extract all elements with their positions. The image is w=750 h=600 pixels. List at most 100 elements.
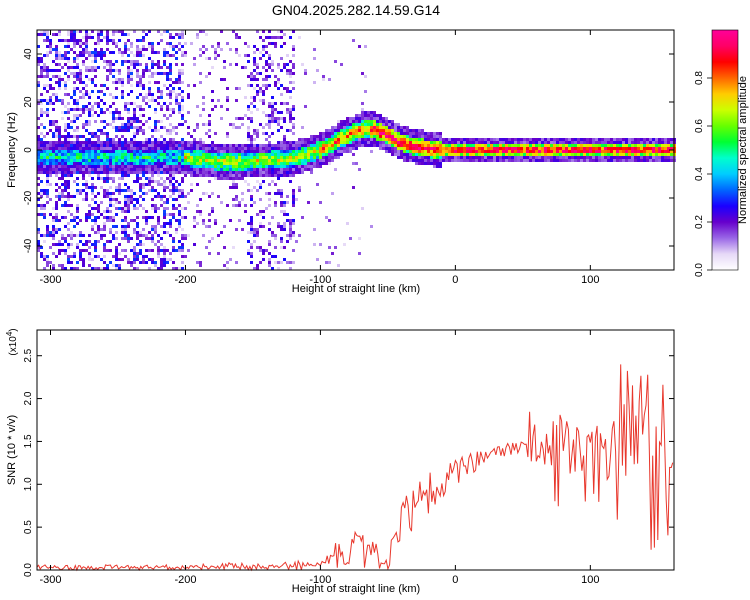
- spectrogram-cell: [202, 30, 205, 33]
- spectrogram-cell: [325, 141, 328, 144]
- spectrogram-cell: [115, 201, 118, 204]
- spectrogram-cell: [46, 54, 49, 57]
- spectrogram-cell: [559, 147, 562, 150]
- spectrogram-cell: [406, 147, 409, 150]
- spectrogram-cell: [37, 228, 40, 231]
- spectrogram-cell: [211, 66, 214, 69]
- spectrogram-cell: [226, 159, 229, 162]
- spectrogram-cell: [145, 162, 148, 165]
- spectrogram-cell: [550, 156, 553, 159]
- spectrogram-x-tick-label: 0: [452, 274, 458, 286]
- spectrogram-cell: [280, 45, 283, 48]
- spectrogram-cell: [181, 108, 184, 111]
- spectrogram-cell: [229, 63, 232, 66]
- spectrogram-cell: [94, 171, 97, 174]
- spectrogram-cell: [118, 177, 121, 180]
- spectrogram-cell: [118, 258, 121, 261]
- spectrogram-cell: [379, 147, 382, 150]
- spectrogram-cell: [76, 30, 79, 33]
- spectrogram-cell: [223, 264, 226, 267]
- spectrogram-cell: [283, 102, 286, 105]
- spectrogram-cell: [250, 147, 253, 150]
- spectrogram-cell: [79, 192, 82, 195]
- spectrogram-cell: [139, 177, 142, 180]
- spectrogram-cell: [283, 120, 286, 123]
- spectrogram-cell: [364, 123, 367, 126]
- spectrogram-cell: [163, 201, 166, 204]
- spectrogram-cell: [118, 189, 121, 192]
- spectrogram-cell: [289, 225, 292, 228]
- spectrogram-y-tick-label: 40: [23, 48, 34, 60]
- spectrogram-cell: [562, 153, 565, 156]
- spectrogram-cell: [265, 174, 268, 177]
- spectrogram-cell: [565, 144, 568, 147]
- spectrogram-cell: [181, 147, 184, 150]
- spectrogram-cell: [157, 195, 160, 198]
- spectrogram-cell: [253, 162, 256, 165]
- spectrogram-cell: [583, 153, 586, 156]
- spectrogram-cell: [148, 156, 151, 159]
- spectrogram-cell: [205, 246, 208, 249]
- spectrogram-cell: [82, 105, 85, 108]
- spectrogram-cell: [169, 138, 172, 141]
- spectrogram-cell: [286, 159, 289, 162]
- spectrogram-cell: [178, 189, 181, 192]
- spectrogram-cell: [52, 75, 55, 78]
- spectrogram-cell: [244, 144, 247, 147]
- spectrogram-cell: [262, 93, 265, 96]
- spectrogram-cell: [331, 129, 334, 132]
- spectrogram-cell: [181, 207, 184, 210]
- spectrogram-cell: [37, 147, 40, 150]
- spectrogram-cell: [73, 75, 76, 78]
- spectrogram-cell: [256, 180, 259, 183]
- spectrogram-cell: [115, 42, 118, 45]
- spectrogram-cell: [154, 171, 157, 174]
- spectrogram-cell: [73, 90, 76, 93]
- spectrogram-cell: [403, 138, 406, 141]
- spectrogram-cell: [268, 84, 271, 87]
- spectrogram-cell: [310, 144, 313, 147]
- spectrogram-cell: [490, 153, 493, 156]
- spectrogram-cell: [259, 213, 262, 216]
- spectrogram-cell: [94, 195, 97, 198]
- spectrogram-cell: [55, 135, 58, 138]
- spectrogram-cell: [157, 246, 160, 249]
- spectrogram-cell: [103, 249, 106, 252]
- spectrogram-cell: [103, 111, 106, 114]
- spectrogram-cell: [637, 144, 640, 147]
- spectrogram-cell: [502, 147, 505, 150]
- spectrogram-cell: [163, 171, 166, 174]
- spectrogram-cell: [424, 141, 427, 144]
- spectrogram-cell: [85, 69, 88, 72]
- spectrogram-cell: [133, 150, 136, 153]
- spectrogram-cell: [76, 72, 79, 75]
- spectrogram-cell: [277, 36, 280, 39]
- spectrogram-y-tick-label: 20: [23, 96, 34, 108]
- spectrogram-cell: [457, 159, 460, 162]
- spectrogram-cell: [127, 75, 130, 78]
- spectrogram-cell: [550, 141, 553, 144]
- spectrogram-cell: [40, 246, 43, 249]
- spectrogram-cell: [76, 99, 79, 102]
- spectrogram-cell: [40, 75, 43, 78]
- spectrogram-cell: [649, 147, 652, 150]
- spectrogram-cell: [91, 51, 94, 54]
- spectrogram-cell: [418, 135, 421, 138]
- spectrogram-cell: [100, 108, 103, 111]
- spectrogram-cell: [58, 51, 61, 54]
- spectrogram-cell: [58, 33, 61, 36]
- spectrogram-cell: [157, 42, 160, 45]
- spectrogram-cell: [187, 234, 190, 237]
- spectrogram-cell: [634, 159, 637, 162]
- spectrogram-cell: [121, 126, 124, 129]
- spectrogram-cell: [610, 150, 613, 153]
- spectrogram-cell: [103, 165, 106, 168]
- spectrogram-cell: [496, 153, 499, 156]
- spectrogram-cell: [145, 234, 148, 237]
- spectrogram-cell: [313, 138, 316, 141]
- spectrogram-cell: [124, 141, 127, 144]
- spectrogram-cell: [55, 162, 58, 165]
- spectrogram-cell: [271, 96, 274, 99]
- spectrogram-cell: [373, 117, 376, 120]
